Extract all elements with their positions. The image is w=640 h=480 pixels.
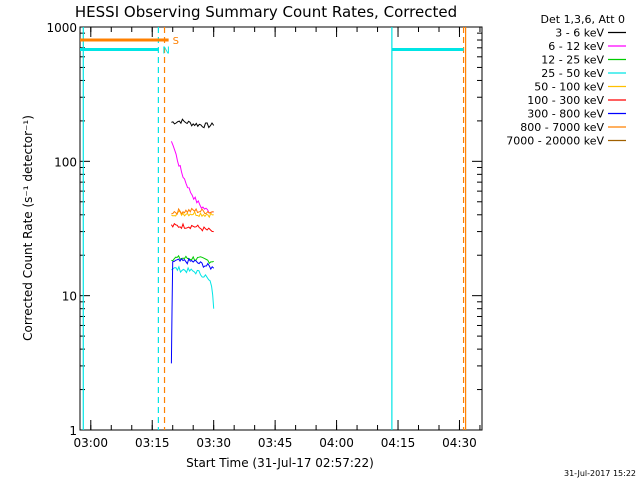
x-tick-label: 03:00 bbox=[73, 436, 108, 450]
series-line bbox=[171, 254, 214, 265]
y-tick-label: 10 bbox=[62, 290, 77, 304]
legend-entry-label: 12 - 25 keV bbox=[541, 54, 604, 67]
flag-bars: SN bbox=[80, 36, 464, 56]
flag-label: N bbox=[162, 45, 169, 56]
series-line bbox=[171, 207, 214, 216]
legend-header: Det 1,3,6, Att 0 bbox=[541, 13, 625, 26]
legend-entry-label: 6 - 12 keV bbox=[548, 40, 604, 53]
legend-entry-label: 3 - 6 keV bbox=[555, 27, 604, 40]
y-tick-label: 1 bbox=[69, 424, 77, 438]
x-axis-label: Start Time (31-Jul-17 02:57:22) bbox=[186, 456, 374, 470]
y-tick-label: 1000 bbox=[46, 21, 77, 35]
series-lines bbox=[170, 118, 215, 364]
plot-frame bbox=[79, 26, 483, 431]
series-line bbox=[171, 210, 214, 219]
legend-entry-label: 7000 - 20000 keV bbox=[506, 135, 604, 148]
series-line bbox=[170, 222, 214, 233]
footer-timestamp: 31-Jul-2017 15:22 bbox=[564, 469, 636, 478]
chart-title: HESSI Observing Summary Count Rates, Cor… bbox=[75, 3, 457, 21]
x-tick-label: 04:30 bbox=[442, 436, 477, 450]
legend-entry-label: 100 - 300 keV bbox=[527, 94, 604, 107]
x-tick-label: 03:45 bbox=[258, 436, 293, 450]
plot-area bbox=[79, 26, 483, 431]
series-line bbox=[171, 118, 215, 129]
x-tick-label: 03:30 bbox=[196, 436, 231, 450]
series-line bbox=[170, 257, 215, 364]
legend-entry-label: 300 - 800 keV bbox=[527, 108, 604, 121]
x-axis: 03:00 03:15 03:30 03:45 04:00 04:15 04:30 bbox=[73, 27, 481, 450]
vertical-markers bbox=[82, 27, 467, 430]
legend-entry-label: 800 - 7000 keV bbox=[520, 121, 604, 134]
series-line bbox=[171, 265, 215, 309]
flag-label: S bbox=[173, 36, 179, 47]
x-tick-label: 03:15 bbox=[135, 436, 170, 450]
y-tick-label: 100 bbox=[54, 155, 77, 169]
y-axis-label: Corrected Count Rate (s⁻¹ detector⁻¹) bbox=[21, 115, 35, 341]
legend-entry-label: 50 - 100 keV bbox=[534, 81, 604, 94]
series-line bbox=[170, 141, 214, 214]
legend-entry-label: 25 - 50 keV bbox=[541, 67, 604, 80]
y-axis: 1 10 100 1000 bbox=[46, 21, 482, 438]
x-tick-label: 04:00 bbox=[319, 436, 354, 450]
x-tick-label: 04:15 bbox=[381, 436, 416, 450]
